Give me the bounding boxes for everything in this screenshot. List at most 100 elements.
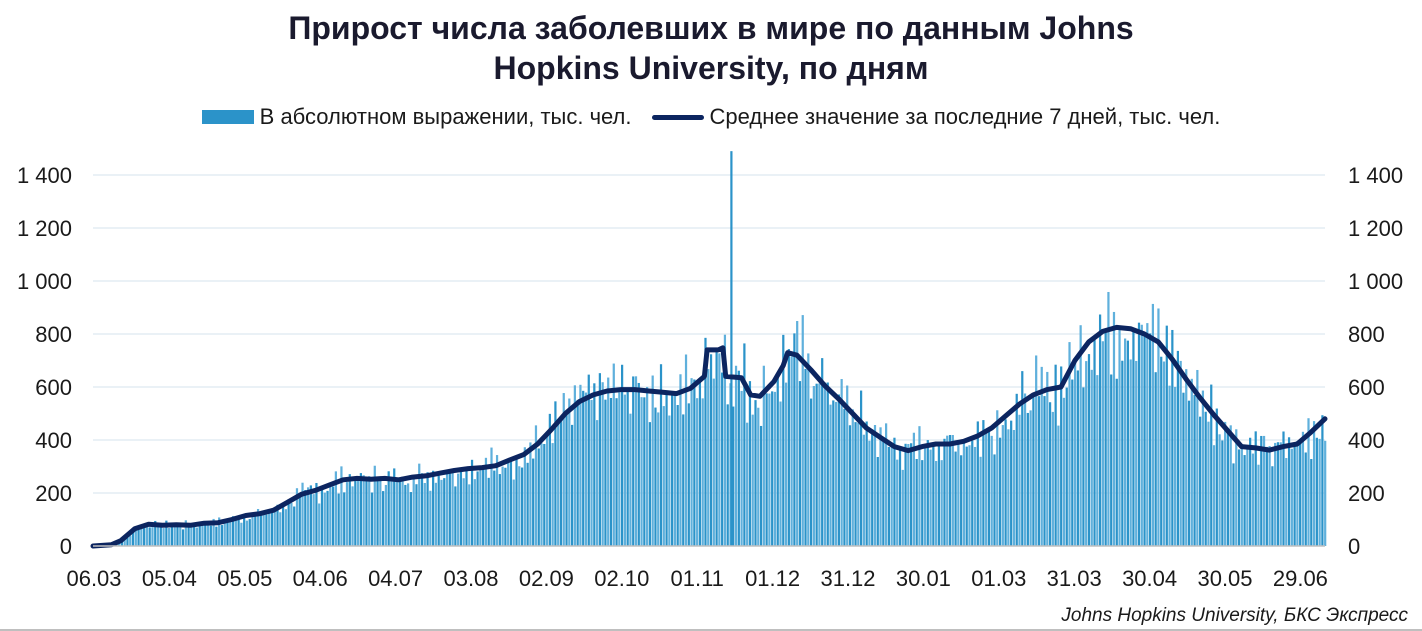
- daily-bar: [910, 443, 913, 546]
- daily-bar: [290, 502, 293, 546]
- daily-bar: [223, 520, 226, 546]
- daily-bar: [509, 459, 513, 546]
- daily-bar: [1318, 438, 1321, 546]
- daily-bar: [554, 401, 557, 546]
- daily-bar: [190, 526, 193, 546]
- daily-bar: [740, 390, 743, 546]
- daily-bar: [168, 528, 171, 546]
- daily-bar: [1010, 420, 1013, 546]
- daily-bar: [540, 443, 543, 546]
- daily-bar: [954, 451, 957, 546]
- daily-bar: [1079, 325, 1082, 546]
- daily-bar: [587, 374, 590, 546]
- y-tick-label-left: 400: [35, 428, 72, 453]
- daily-bar: [893, 437, 896, 546]
- daily-bar: [1262, 435, 1266, 546]
- daily-bar: [643, 397, 646, 546]
- daily-bar: [1040, 366, 1043, 546]
- daily-bar: [518, 466, 521, 546]
- daily-bar: [337, 493, 340, 546]
- daily-bar: [932, 446, 935, 546]
- x-tick-label: 02.10: [594, 566, 649, 591]
- daily-bar: [923, 448, 927, 546]
- daily-bar: [212, 518, 215, 546]
- y-tick-label-right: 600: [1348, 375, 1385, 400]
- daily-bar: [859, 390, 863, 546]
- daily-bar: [462, 478, 465, 546]
- chart-title-line-1: Прирост числа заболевших в мире по данны…: [288, 10, 1134, 46]
- daily-bar: [890, 443, 893, 546]
- daily-bar: [432, 470, 435, 546]
- daily-bar: [245, 520, 249, 546]
- daily-bar: [637, 382, 640, 546]
- daily-bar: [368, 476, 371, 546]
- daily-bar: [951, 435, 954, 546]
- daily-bar: [187, 526, 190, 546]
- daily-bar: [1324, 440, 1327, 546]
- daily-bar: [515, 457, 518, 546]
- daily-bar: [607, 377, 610, 546]
- daily-bar: [771, 391, 774, 546]
- daily-bar: [1026, 412, 1029, 546]
- daily-bar: [1048, 402, 1052, 546]
- daily-bar: [912, 432, 916, 546]
- daily-bar: [1160, 356, 1163, 546]
- daily-bar: [393, 468, 396, 546]
- y-tick-label-left: 1 000: [17, 269, 72, 294]
- daily-bar: [1196, 369, 1199, 546]
- daily-bar: [170, 525, 174, 546]
- daily-bar: [768, 393, 771, 546]
- daily-bar: [1199, 416, 1202, 546]
- daily-bar: [437, 475, 440, 546]
- y-tick-label-left: 0: [60, 534, 72, 559]
- daily-bar: [1240, 444, 1243, 546]
- daily-bar: [1068, 342, 1071, 546]
- daily-bar: [151, 527, 154, 546]
- daily-bar: [751, 414, 754, 546]
- daily-bar: [304, 489, 307, 546]
- daily-bar: [206, 525, 210, 546]
- legend-item-line: Среднее значение за последние 7 дней, ты…: [651, 104, 1220, 130]
- daily-bar: [1001, 425, 1004, 546]
- daily-bar: [1018, 414, 1021, 546]
- daily-bar: [268, 511, 271, 546]
- daily-bar: [948, 434, 952, 546]
- daily-bar: [565, 411, 568, 546]
- daily-bar: [996, 410, 999, 546]
- daily-bar: [1207, 421, 1210, 546]
- daily-bar: [904, 443, 907, 546]
- daily-bar: [1179, 360, 1182, 546]
- daily-bar: [248, 519, 251, 546]
- daily-bar: [1251, 453, 1255, 546]
- daily-bar: [148, 527, 151, 546]
- daily-bar: [1271, 466, 1274, 546]
- daily-bar: [573, 385, 576, 546]
- daily-bar: [493, 470, 496, 546]
- daily-bar: [376, 479, 379, 546]
- daily-bar: [1201, 390, 1205, 546]
- daily-bar: [284, 509, 287, 546]
- daily-bar: [632, 376, 635, 546]
- daily-bar: [1143, 336, 1146, 546]
- daily-bar: [807, 353, 810, 546]
- chart-legend: В абсолютном выражении, тыс. чел. Средне…: [0, 104, 1422, 130]
- daily-bar: [1187, 400, 1191, 546]
- daily-bar: [448, 472, 451, 546]
- daily-bar: [595, 420, 599, 546]
- daily-bar: [240, 522, 243, 546]
- daily-bar: [743, 343, 746, 546]
- daily-bar: [618, 392, 621, 546]
- daily-bar: [1046, 371, 1049, 546]
- daily-bar: [340, 466, 343, 546]
- daily-bar: [823, 382, 827, 546]
- daily-bar: [985, 432, 988, 546]
- daily-bar: [301, 482, 304, 546]
- daily-bar: [287, 499, 290, 546]
- daily-bar: [1140, 324, 1143, 546]
- daily-bar: [965, 446, 968, 546]
- daily-bar: [1071, 379, 1074, 546]
- daily-bar: [454, 486, 457, 546]
- daily-bar: [968, 445, 971, 546]
- daily-bar: [1073, 359, 1077, 546]
- daily-bar: [1274, 442, 1277, 546]
